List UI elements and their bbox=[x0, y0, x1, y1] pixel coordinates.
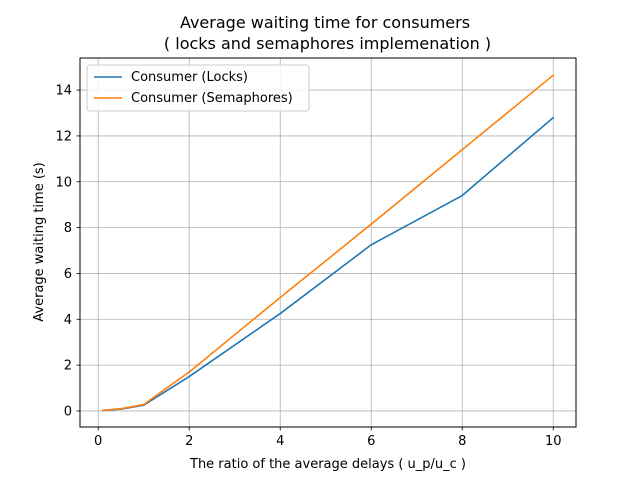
data-point-consumer-semaphores bbox=[370, 223, 373, 225]
series-lines bbox=[101, 74, 555, 412]
grid-lines bbox=[80, 58, 576, 427]
y-tick-label: 10 bbox=[55, 175, 72, 190]
legend: Consumer (Locks) Consumer (Semaphores) bbox=[86, 64, 310, 112]
y-tick-label: 0 bbox=[64, 404, 72, 419]
x-tick-label: 10 bbox=[545, 434, 562, 449]
y-tick-label: 8 bbox=[64, 221, 72, 236]
x-tick-label: 0 bbox=[94, 434, 102, 449]
legend-label-semaphores: Consumer (Semaphores) bbox=[131, 91, 293, 106]
series-line-consumer-semaphores bbox=[102, 74, 554, 412]
data-point-consumer-locks bbox=[188, 375, 191, 378]
data-point-consumer-semaphores bbox=[461, 148, 464, 151]
x-tick-label: 2 bbox=[185, 434, 193, 449]
plot-area-frame bbox=[79, 57, 577, 428]
y-axis-label: Average waiting time (s) bbox=[32, 162, 47, 321]
data-point-consumer-semaphores bbox=[101, 409, 104, 412]
data-point-consumer-locks bbox=[552, 116, 555, 119]
data-point-consumer-locks bbox=[279, 312, 282, 315]
y-tick-label: 6 bbox=[64, 267, 72, 282]
x-tick-label: 4 bbox=[276, 434, 284, 449]
data-point-consumer-semaphores bbox=[552, 74, 555, 76]
chart-title-line-2: ( locks and semaphores implemenation ) bbox=[159, 34, 491, 53]
axis-ticks: 0 2 4 6 8 10 0 2 4 6 8 10 12 14 bbox=[55, 84, 561, 449]
x-axis-label: The ratio of the average delays ( u_p/u_… bbox=[189, 457, 466, 472]
data-point-consumer-semaphores bbox=[188, 371, 191, 373]
data-point-consumer-locks bbox=[370, 243, 373, 246]
legend-label-locks: Consumer (Locks) bbox=[131, 70, 248, 85]
data-point-consumer-locks bbox=[461, 194, 464, 197]
y-tick-label: 2 bbox=[64, 359, 72, 374]
y-tick-label: 14 bbox=[55, 84, 72, 99]
y-tick-label: 12 bbox=[55, 129, 72, 144]
data-point-consumer-semaphores bbox=[279, 296, 282, 299]
y-tick-label: 4 bbox=[64, 313, 72, 328]
x-tick-label: 8 bbox=[458, 434, 466, 449]
chart-title-line-1: Average waiting time for consumers bbox=[180, 13, 470, 32]
legend-box bbox=[86, 64, 310, 112]
x-tick-label: 6 bbox=[367, 434, 375, 449]
data-point-consumer-semaphores bbox=[120, 407, 122, 410]
data-point-consumer-semaphores bbox=[142, 403, 145, 406]
